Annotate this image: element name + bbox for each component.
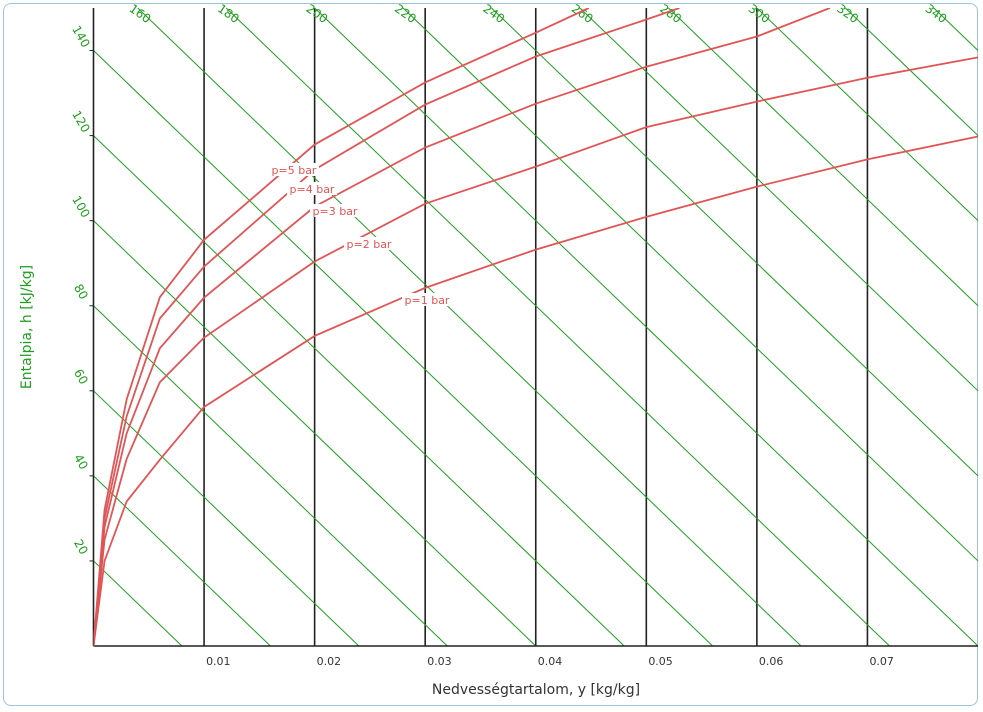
label-bg (344, 237, 394, 250)
enthalpy-line (137, 7, 802, 647)
y-tick-label: 140 (69, 23, 93, 50)
enthalpy-line (93, 50, 713, 647)
enthalpy-line (93, 475, 271, 647)
saturation-curve (93, 8, 590, 646)
y-axis-label: Entalpia, h [kJ/kg] (19, 265, 35, 389)
enthalpy-label: 300 (746, 1, 773, 26)
y-tick-label: 40 (71, 452, 91, 472)
enthalpy-line (933, 7, 979, 51)
y-tick-label: 60 (71, 367, 91, 387)
x-tick-label: 0.03 (427, 655, 452, 668)
curves (93, 8, 979, 646)
enthalpy-line (314, 7, 979, 647)
enthalpy-label: 220 (392, 1, 419, 26)
enthalpy-line (93, 390, 360, 647)
enthalpy-line (756, 7, 979, 222)
enthalpy-line (93, 305, 448, 647)
saturation-curve (93, 8, 680, 646)
enthalpy-label: 240 (480, 1, 507, 26)
enthalpy-line (844, 7, 979, 136)
enthalpy-label: 340 (923, 1, 950, 26)
enthalpy-label: 200 (304, 1, 331, 26)
enthalpy-line (668, 7, 979, 307)
enthalpy-line (93, 560, 183, 647)
label-bg (287, 182, 337, 195)
enthalpy-label: 320 (834, 1, 861, 26)
x-tick-label: 0.07 (869, 655, 894, 668)
saturation-curve (93, 56, 979, 646)
curve-label: p=5 bar (272, 164, 317, 177)
x-tick-label: 0.01 (206, 655, 231, 668)
enthalpy-line (93, 220, 537, 647)
enthalpy-line (93, 135, 625, 647)
frame (3, 3, 978, 706)
x-tick-label: 0.06 (759, 655, 784, 668)
enthalpy-label: 160 (127, 1, 154, 26)
y-tick-label: 120 (69, 108, 93, 135)
y-tick-label: 80 (71, 282, 91, 302)
x-tick-label: 0.04 (538, 655, 563, 668)
enthalpy-label: 260 (569, 1, 596, 26)
x-tick-label: 0.02 (317, 655, 342, 668)
enthalpy-line (579, 7, 979, 392)
curve-label: p=3 bar (313, 205, 358, 218)
x-tick-label: 0.05 (648, 655, 673, 668)
curve-label: p=1 bar (405, 294, 450, 307)
x-axis-label: Nedvességtartalom, y [kg/kg] (432, 682, 640, 698)
enthalpy-line (491, 7, 979, 477)
enthalpy-label: 180 (215, 1, 242, 26)
y-tick-label: 100 (69, 193, 93, 220)
saturation-curve (93, 135, 979, 646)
label-bg (402, 293, 452, 306)
curve-label: p=2 bar (347, 238, 392, 251)
y-tick-label: 20 (71, 537, 91, 557)
enthalpy-line (402, 7, 979, 562)
label-bg (310, 204, 360, 217)
label-bg (269, 163, 319, 176)
curve-label: p=4 bar (290, 183, 335, 196)
enthalpy-line (225, 7, 890, 647)
